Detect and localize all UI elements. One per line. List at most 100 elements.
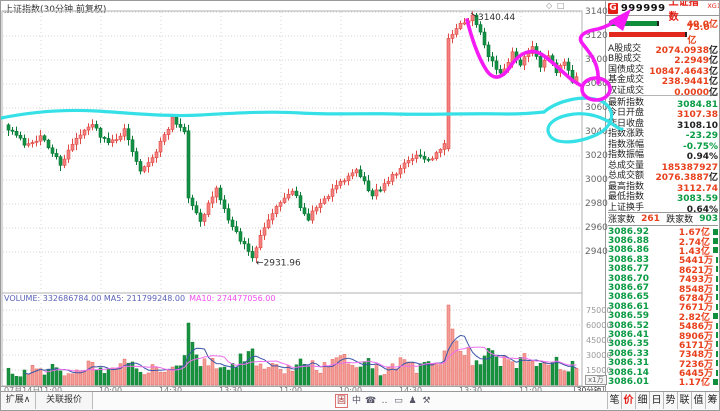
tick-price: 3086.83 [608, 254, 649, 265]
tick-volume-bar [716, 369, 718, 376]
info-row-value-wrap: 3112.74 [677, 176, 718, 195]
panel-tab-筹[interactable]: 筹 [705, 392, 719, 409]
tick-price: 3086.35 [608, 339, 649, 350]
tick-volume-bar [716, 331, 718, 338]
info-row-value: 10847.4643 [649, 66, 709, 77]
more-icon[interactable]: ‥ [381, 396, 388, 406]
info-row-label: A股成交 [608, 43, 642, 54]
tick-amount: 2.82亿 [678, 312, 710, 323]
info-row-label: 今日开盘 [608, 108, 645, 119]
decliners-label: 跌家数 [666, 215, 694, 225]
language-icon[interactable]: 中 [351, 396, 361, 406]
tick-row: 3086.35 6171万 [608, 339, 718, 351]
info-row-label: 权证成交 [608, 85, 645, 96]
tick-price: 3086.67 [608, 283, 649, 294]
expand-button[interactable]: 扩展∧ [1, 392, 36, 409]
info-row-label: 指数涨跌 [608, 129, 645, 140]
tick-row: 3086.59 2.82亿 [608, 311, 718, 323]
info-row: A股成交 2074.0938亿 [608, 42, 718, 56]
info-row-value: 0.94% [686, 152, 718, 163]
info-row-label: 上证换手 [608, 202, 645, 213]
tick-amount: 5441万 [678, 256, 713, 267]
info-row-label: 最低指数 [608, 192, 645, 203]
panel-tab-值[interactable]: 值 [691, 392, 705, 409]
tick-volume-bar [716, 303, 718, 310]
info-row-value-wrap: 0.94% [687, 144, 718, 163]
tick-amount: 1.67亿 [678, 228, 710, 239]
info-row-value-wrap: 185387927 [662, 155, 718, 174]
related-quotes-button[interactable]: 关联报价 [36, 392, 93, 409]
panel-tab-笔[interactable]: 笔 [607, 392, 621, 409]
network-icon[interactable]: 固 [335, 394, 348, 408]
info-row-label: 国债成交 [608, 64, 645, 75]
maximize-pane-icon[interactable]: □ [557, 1, 565, 10]
tick-row: 3086.92 1.67亿 [608, 227, 718, 239]
quote-panel: G 999999 上证指数 XG1 40.0亿 75.0亿 A股成交 2074.09… [605, 1, 719, 394]
volume-ma10-readout: MA10: 274477056.00 [189, 294, 276, 303]
app-logo: G [608, 2, 618, 14]
tick-price: 3086.65 [608, 292, 649, 303]
info-row: 权证成交 0.0000亿 [608, 84, 718, 98]
stock-name: 上证指数 [668, 0, 699, 23]
net-bar-row: 75.0亿 [609, 23, 718, 46]
panel-tab-日[interactable]: 日 [649, 392, 663, 409]
info-row-label: B股成交 [608, 54, 642, 65]
phone-icon[interactable]: ☎ [365, 396, 377, 406]
time-axis-label: 10:00 [99, 387, 122, 395]
info-row: B股成交 2.2949亿 [608, 53, 718, 67]
tick-row: 3086.70 7493万 [608, 273, 718, 285]
panel-tab-价[interactable]: 价 [621, 392, 635, 409]
user-icon[interactable]: ♟ [408, 396, 417, 406]
tick-price: 3086.77 [608, 264, 649, 275]
info-row-value-wrap: 3107.38 [677, 102, 718, 121]
tick-price: 3086.41 [608, 330, 649, 340]
info-row-label: 指数涨幅 [608, 139, 645, 150]
panel-tab-strip: 笔价细日势联值筹 [607, 392, 719, 409]
bottom-toolbar: 扩展∧ 关联报价 固中 ☎ ‥ ▭ ♟ ⚒ 笔价细日势联值筹 [1, 391, 719, 410]
info-row-value-wrap: -0.75% [683, 134, 718, 153]
svg-text:←2931.96: ←2931.96 [256, 259, 301, 269]
panel-tab-细[interactable]: 细 [635, 392, 649, 409]
quote-panel-header: G 999999 上证指数 XG1 [606, 1, 719, 23]
info-row-value-wrap: 3083.59 [677, 186, 718, 205]
restore-pane-icon[interactable]: ◇ [546, 1, 553, 10]
tick-price: 3086.88 [608, 236, 649, 247]
info-row-label: 昨日收盘 [608, 118, 645, 129]
info-row-value-wrap: 10847.4643亿 [649, 59, 718, 78]
volume-axis-label: 15000 [586, 366, 612, 375]
time-axis: 07月14日11:0010:0014:3013:3011:0010:0014:3… [1, 386, 605, 395]
info-row-value-wrap: 0.64% [687, 197, 718, 216]
tick-volume-bar [716, 275, 718, 282]
toolbar-icon-strip: 固中 ☎ ‥ ▭ ♟ ⚒ [335, 393, 432, 409]
info-row-value-wrap: 238.9441亿 [662, 69, 718, 88]
info-row-value: 2.2949 [674, 56, 709, 67]
info-row-value: -23.29 [685, 131, 718, 142]
info-row-value: 0.0000 [674, 87, 709, 98]
panel-tab-势[interactable]: 势 [663, 392, 677, 409]
info-row-label: 最高指数 [608, 181, 645, 192]
time-axis-label: 11:00 [39, 387, 62, 395]
tick-amount: 5486万 [678, 322, 713, 333]
time-axis-label: 10:00 [339, 387, 362, 395]
info-row-value: 185387927 [661, 162, 718, 173]
tick-volume-bar [716, 360, 718, 367]
tick-amount: 2.74亿 [678, 237, 710, 248]
panel-tab-联[interactable]: 联 [677, 392, 691, 409]
tick-row: 3086.52 5486万 [608, 321, 718, 333]
tick-volume-bar [713, 238, 718, 245]
tick-row: 3086.41 8906万 [608, 330, 718, 342]
tick-amount: 8906万 [678, 331, 713, 342]
volume-indicator-header: VOLUME: 332686784.00 MA5: 211799248.00 MA… [4, 294, 275, 303]
tick-volume-bar [716, 256, 718, 263]
price-axis-label: 2940 [585, 247, 608, 257]
decliners-count: 903 [699, 213, 718, 224]
info-row-value: 2076.3887 [655, 173, 709, 184]
tick-volume-bar [716, 266, 718, 273]
tick-price: 3086.70 [608, 273, 649, 284]
card-icon[interactable]: ▭ [394, 396, 403, 406]
tick-price: 3086.61 [608, 301, 649, 312]
tools-icon[interactable]: ⚒ [422, 396, 431, 406]
advance-decline-row: 涨家数 261 跌家数 903 [608, 212, 718, 225]
info-row-value-wrap: 2076.3887亿 [655, 165, 718, 184]
